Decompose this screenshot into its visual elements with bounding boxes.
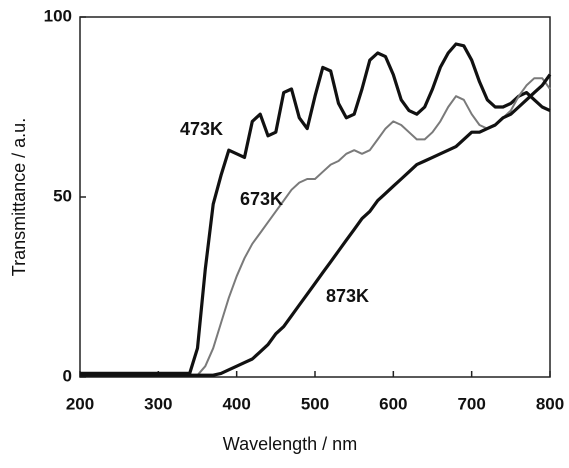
- data-line: [80, 73, 552, 377]
- series-label: 873K: [326, 286, 369, 306]
- x-tick-label: 400: [222, 394, 250, 413]
- x-tick-label: 800: [536, 394, 564, 413]
- x-axis-label: Wavelength / nm: [223, 434, 357, 454]
- x-tick-label: 500: [301, 394, 329, 413]
- y-axis-label: Transmittance / a.u.: [9, 118, 29, 276]
- x-tick-label: 600: [379, 394, 407, 413]
- plot-frame: [79, 16, 551, 378]
- x-tick-label: 300: [144, 394, 172, 413]
- y-tick-label: 0: [63, 366, 72, 385]
- y-tick-label: 100: [44, 6, 72, 25]
- data-line: [80, 42, 551, 375]
- series-label: 473K: [180, 119, 223, 139]
- series-label: 673K: [240, 189, 283, 209]
- y-tick-label: 50: [53, 186, 72, 205]
- data-line: [80, 77, 551, 377]
- x-tick-label: 700: [457, 394, 485, 413]
- x-tick-label: 200: [66, 394, 94, 413]
